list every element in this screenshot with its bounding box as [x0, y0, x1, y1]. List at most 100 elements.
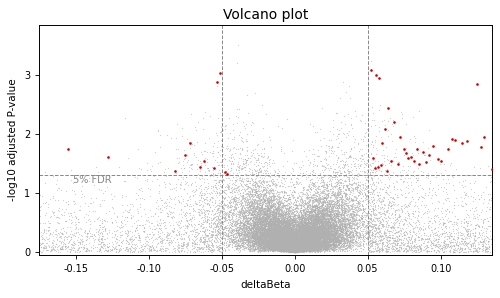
Point: [304, 247, 312, 252]
Point: [308, 229, 316, 234]
Point: [304, 238, 312, 242]
Point: [322, 161, 330, 165]
Point: [290, 249, 298, 254]
Point: [355, 208, 363, 212]
Point: [281, 239, 289, 244]
Point: [408, 239, 416, 244]
Point: [346, 247, 354, 252]
Point: [290, 243, 298, 248]
Point: [304, 245, 312, 249]
Point: [270, 233, 278, 238]
Point: [234, 215, 242, 220]
Point: [264, 206, 272, 210]
Point: [266, 235, 274, 240]
Point: [308, 243, 316, 248]
Point: [324, 243, 332, 248]
Point: [289, 244, 297, 249]
Point: [440, 238, 448, 243]
Point: [296, 247, 304, 252]
Point: [316, 243, 324, 248]
Point: [344, 218, 351, 223]
Point: [292, 249, 300, 254]
Point: [264, 233, 272, 238]
Point: [302, 242, 310, 246]
Point: [330, 233, 338, 238]
Point: [310, 236, 318, 241]
Point: [348, 212, 356, 217]
Point: [332, 242, 340, 247]
Point: [278, 247, 286, 252]
Point: [271, 247, 279, 252]
Point: [137, 249, 145, 254]
Point: [266, 229, 274, 233]
Point: [287, 228, 295, 233]
Point: [324, 200, 332, 204]
Point: [264, 228, 272, 233]
Point: [288, 214, 296, 218]
Point: [267, 207, 275, 212]
Point: [252, 229, 260, 233]
Point: [51, 232, 59, 236]
Point: [304, 238, 312, 243]
Point: [366, 173, 374, 178]
Point: [141, 212, 149, 217]
Point: [316, 236, 324, 241]
Point: [276, 246, 284, 251]
Point: [238, 209, 246, 214]
Point: [287, 249, 295, 254]
Point: [479, 244, 487, 249]
Point: [216, 245, 224, 250]
Point: [318, 238, 326, 243]
Point: [304, 233, 312, 238]
Point: [324, 205, 332, 209]
Point: [219, 226, 227, 231]
Point: [258, 246, 266, 251]
Point: [330, 228, 338, 233]
Point: [274, 237, 282, 242]
Point: [103, 249, 111, 253]
Point: [336, 218, 344, 223]
Point: [208, 246, 216, 251]
Point: [298, 243, 306, 248]
Point: [230, 227, 238, 232]
Point: [258, 207, 266, 212]
Point: [285, 226, 293, 231]
Point: [260, 217, 268, 222]
Point: [234, 232, 242, 237]
Point: [349, 229, 357, 234]
Point: [316, 238, 324, 243]
Point: [268, 245, 276, 249]
Point: [304, 235, 312, 240]
Point: [50, 212, 58, 217]
Point: [311, 233, 319, 238]
Point: [300, 249, 308, 254]
Point: [219, 232, 227, 237]
Point: [282, 232, 290, 237]
Point: [268, 218, 276, 223]
Point: [265, 237, 273, 242]
Point: [310, 238, 318, 242]
Point: [303, 248, 311, 252]
Point: [296, 246, 304, 251]
Point: [250, 220, 258, 224]
Point: [255, 207, 263, 212]
Point: [346, 242, 354, 247]
Point: [299, 229, 307, 234]
Point: [287, 237, 295, 242]
Point: [431, 244, 439, 249]
Point: [278, 239, 286, 243]
Point: [318, 226, 326, 231]
Point: [258, 243, 266, 248]
Point: [293, 243, 301, 248]
Point: [373, 218, 381, 223]
Point: [423, 247, 431, 252]
Point: [296, 244, 304, 249]
Point: [314, 227, 322, 232]
Point: [301, 230, 309, 235]
Point: [274, 247, 282, 252]
Point: [277, 232, 285, 236]
Point: [238, 148, 246, 153]
Point: [261, 229, 269, 234]
Point: [288, 248, 296, 253]
Point: [270, 192, 278, 197]
